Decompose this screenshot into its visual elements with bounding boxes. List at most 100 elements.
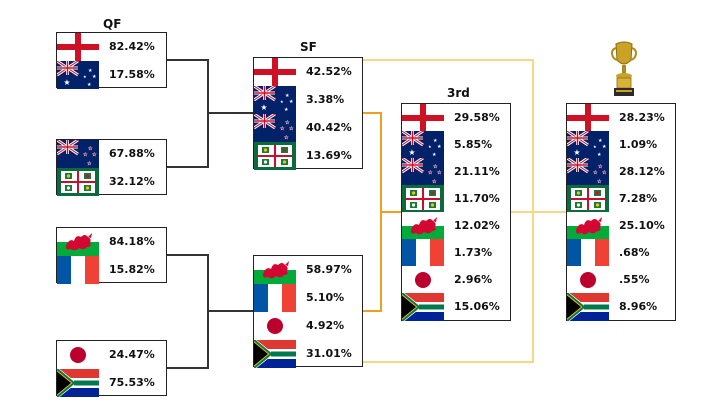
- france-flag-icon: [57, 256, 99, 284]
- svg-text:★: ★: [280, 126, 285, 132]
- win-probability: 29.58%: [454, 111, 500, 124]
- connector-final: [363, 59, 566, 363]
- australia-flag-icon: ★ ★ ★ ★ ★: [56, 59, 99, 89]
- new-zealand-flag-icon: ★ ★ ★ ★: [401, 156, 444, 186]
- wales-flag-icon: [254, 256, 296, 284]
- svg-text:★: ★: [260, 103, 267, 112]
- team-row: 25.10%: [567, 212, 675, 240]
- win-probability: 4.92%: [306, 319, 345, 332]
- australia-flag-icon: ★ ★ ★ ★ ★: [566, 129, 609, 159]
- england-flag-icon: [402, 104, 444, 132]
- win-probability: .68%: [619, 246, 650, 259]
- svg-text:★: ★: [408, 148, 415, 157]
- svg-text:★: ★: [87, 82, 92, 88]
- team-row: 28.23%: [567, 104, 675, 132]
- svg-text:★: ★: [87, 161, 92, 167]
- team-row: 24.47%: [57, 341, 166, 369]
- team-row: 5.10%: [254, 284, 362, 312]
- south-africa-flag-icon: [401, 291, 444, 323]
- win-probability: .55%: [619, 273, 650, 286]
- team-row: 2.96%: [402, 266, 510, 294]
- svg-text:★: ★: [598, 164, 603, 170]
- win-probability: 3.38%: [306, 93, 345, 106]
- ireland-flag-icon: [254, 142, 296, 170]
- ireland-flag-icon: [567, 185, 609, 213]
- team-row: 75.53%: [56, 367, 166, 399]
- team-row: 84.18%: [57, 228, 166, 256]
- team-row: ★ ★ ★ ★ ★ 17.58%: [56, 59, 166, 89]
- win-probability: 82.42%: [109, 40, 155, 53]
- final-match: 28.23% ★ ★ ★ ★ ★ 1.09% ★ ★ ★ ★ 28.12% 7.28% 25.10…: [566, 103, 676, 323]
- svg-text:★: ★: [593, 170, 598, 176]
- win-probability: 13.69%: [306, 149, 352, 162]
- team-row: 4.92%: [254, 312, 362, 340]
- japan-flag-icon: [567, 266, 609, 294]
- connector-qf-bottom: [167, 254, 253, 369]
- japan-flag-icon: [57, 341, 99, 369]
- team-row: ★ ★ ★ ★ ★ 3.38%: [253, 84, 362, 114]
- svg-text:★: ★: [432, 179, 437, 185]
- win-probability: 58.97%: [306, 263, 352, 276]
- win-probability: 11.70%: [454, 192, 500, 205]
- england-flag-icon: [254, 58, 296, 86]
- team-row: ★ ★ ★ ★ ★ 5.85%: [401, 129, 510, 159]
- win-probability: 12.02%: [454, 219, 500, 232]
- sf-match-2: 58.97% 5.10% 4.92% 31.01%: [253, 255, 363, 370]
- svg-text:★: ★: [437, 170, 442, 176]
- new-zealand-flag-icon: ★ ★ ★ ★: [566, 156, 609, 186]
- trophy-icon: [611, 41, 637, 96]
- svg-text:★: ★: [433, 164, 438, 170]
- connector-qf-top: [167, 59, 253, 168]
- team-row: 12.02%: [402, 212, 510, 240]
- win-probability: 67.88%: [109, 147, 155, 160]
- win-probability: 40.42%: [306, 121, 352, 134]
- team-row: 1.73%: [402, 239, 510, 267]
- win-probability: 5.85%: [454, 138, 493, 151]
- qf-match-2: ★ ★ ★ ★ 67.88% 32.12%: [56, 138, 167, 196]
- win-probability: 8.96%: [619, 300, 658, 313]
- new-zealand-flag-icon: ★ ★ ★ ★: [253, 112, 296, 142]
- japan-flag-icon: [254, 312, 296, 340]
- svg-text:★: ★: [597, 152, 602, 158]
- svg-text:★: ★: [597, 179, 602, 185]
- svg-text:★: ★: [437, 144, 442, 150]
- team-row: 29.58%: [402, 104, 510, 132]
- svg-text:★: ★: [602, 144, 607, 150]
- win-probability: 31.01%: [306, 347, 352, 360]
- team-row: 32.12%: [57, 168, 166, 196]
- qf-match-1: 82.42% ★ ★ ★ ★ ★ 17.58%: [56, 32, 167, 89]
- svg-text:★: ★: [285, 93, 290, 99]
- new-zealand-flag-icon: ★ ★ ★ ★: [56, 138, 99, 168]
- team-row: 82.42%: [57, 33, 166, 61]
- team-row: 8.96%: [566, 291, 675, 323]
- france-flag-icon: [567, 239, 609, 267]
- win-probability: 17.58%: [109, 68, 155, 81]
- ireland-flag-icon: [402, 185, 444, 213]
- win-probability: 15.82%: [109, 263, 155, 276]
- england-flag-icon: [57, 33, 99, 61]
- win-probability: 75.53%: [109, 376, 155, 389]
- win-probability: 1.73%: [454, 246, 493, 259]
- third-place-match: 29.58% ★ ★ ★ ★ ★ 5.85% ★ ★ ★ ★ 21.11% 11.70% 12.0…: [401, 103, 511, 323]
- australia-flag-icon: ★ ★ ★ ★ ★: [401, 129, 444, 159]
- team-row: 13.69%: [254, 142, 362, 170]
- ireland-flag-icon: [57, 168, 99, 196]
- win-probability: 25.10%: [619, 219, 665, 232]
- team-row: .55%: [567, 266, 675, 294]
- team-row: ★ ★ ★ ★ 21.11%: [401, 156, 510, 186]
- team-row: 15.82%: [57, 256, 166, 284]
- france-flag-icon: [254, 284, 296, 312]
- wales-flag-icon: [402, 212, 444, 240]
- qf-match-3: 84.18% 15.82%: [56, 227, 167, 284]
- sf-header: SF: [300, 40, 317, 54]
- connector-third-place: [363, 112, 401, 312]
- team-row: ★ ★ ★ ★ 67.88%: [56, 138, 166, 168]
- south-africa-flag-icon: [56, 367, 99, 399]
- team-row: ★ ★ ★ ★ ★ 1.09%: [566, 129, 675, 159]
- third-header: 3rd: [447, 86, 470, 100]
- south-africa-flag-icon: [566, 291, 609, 323]
- svg-text:★: ★: [285, 120, 290, 126]
- win-probability: 5.10%: [306, 291, 345, 304]
- france-flag-icon: [402, 239, 444, 267]
- win-probability: 1.09%: [619, 138, 658, 151]
